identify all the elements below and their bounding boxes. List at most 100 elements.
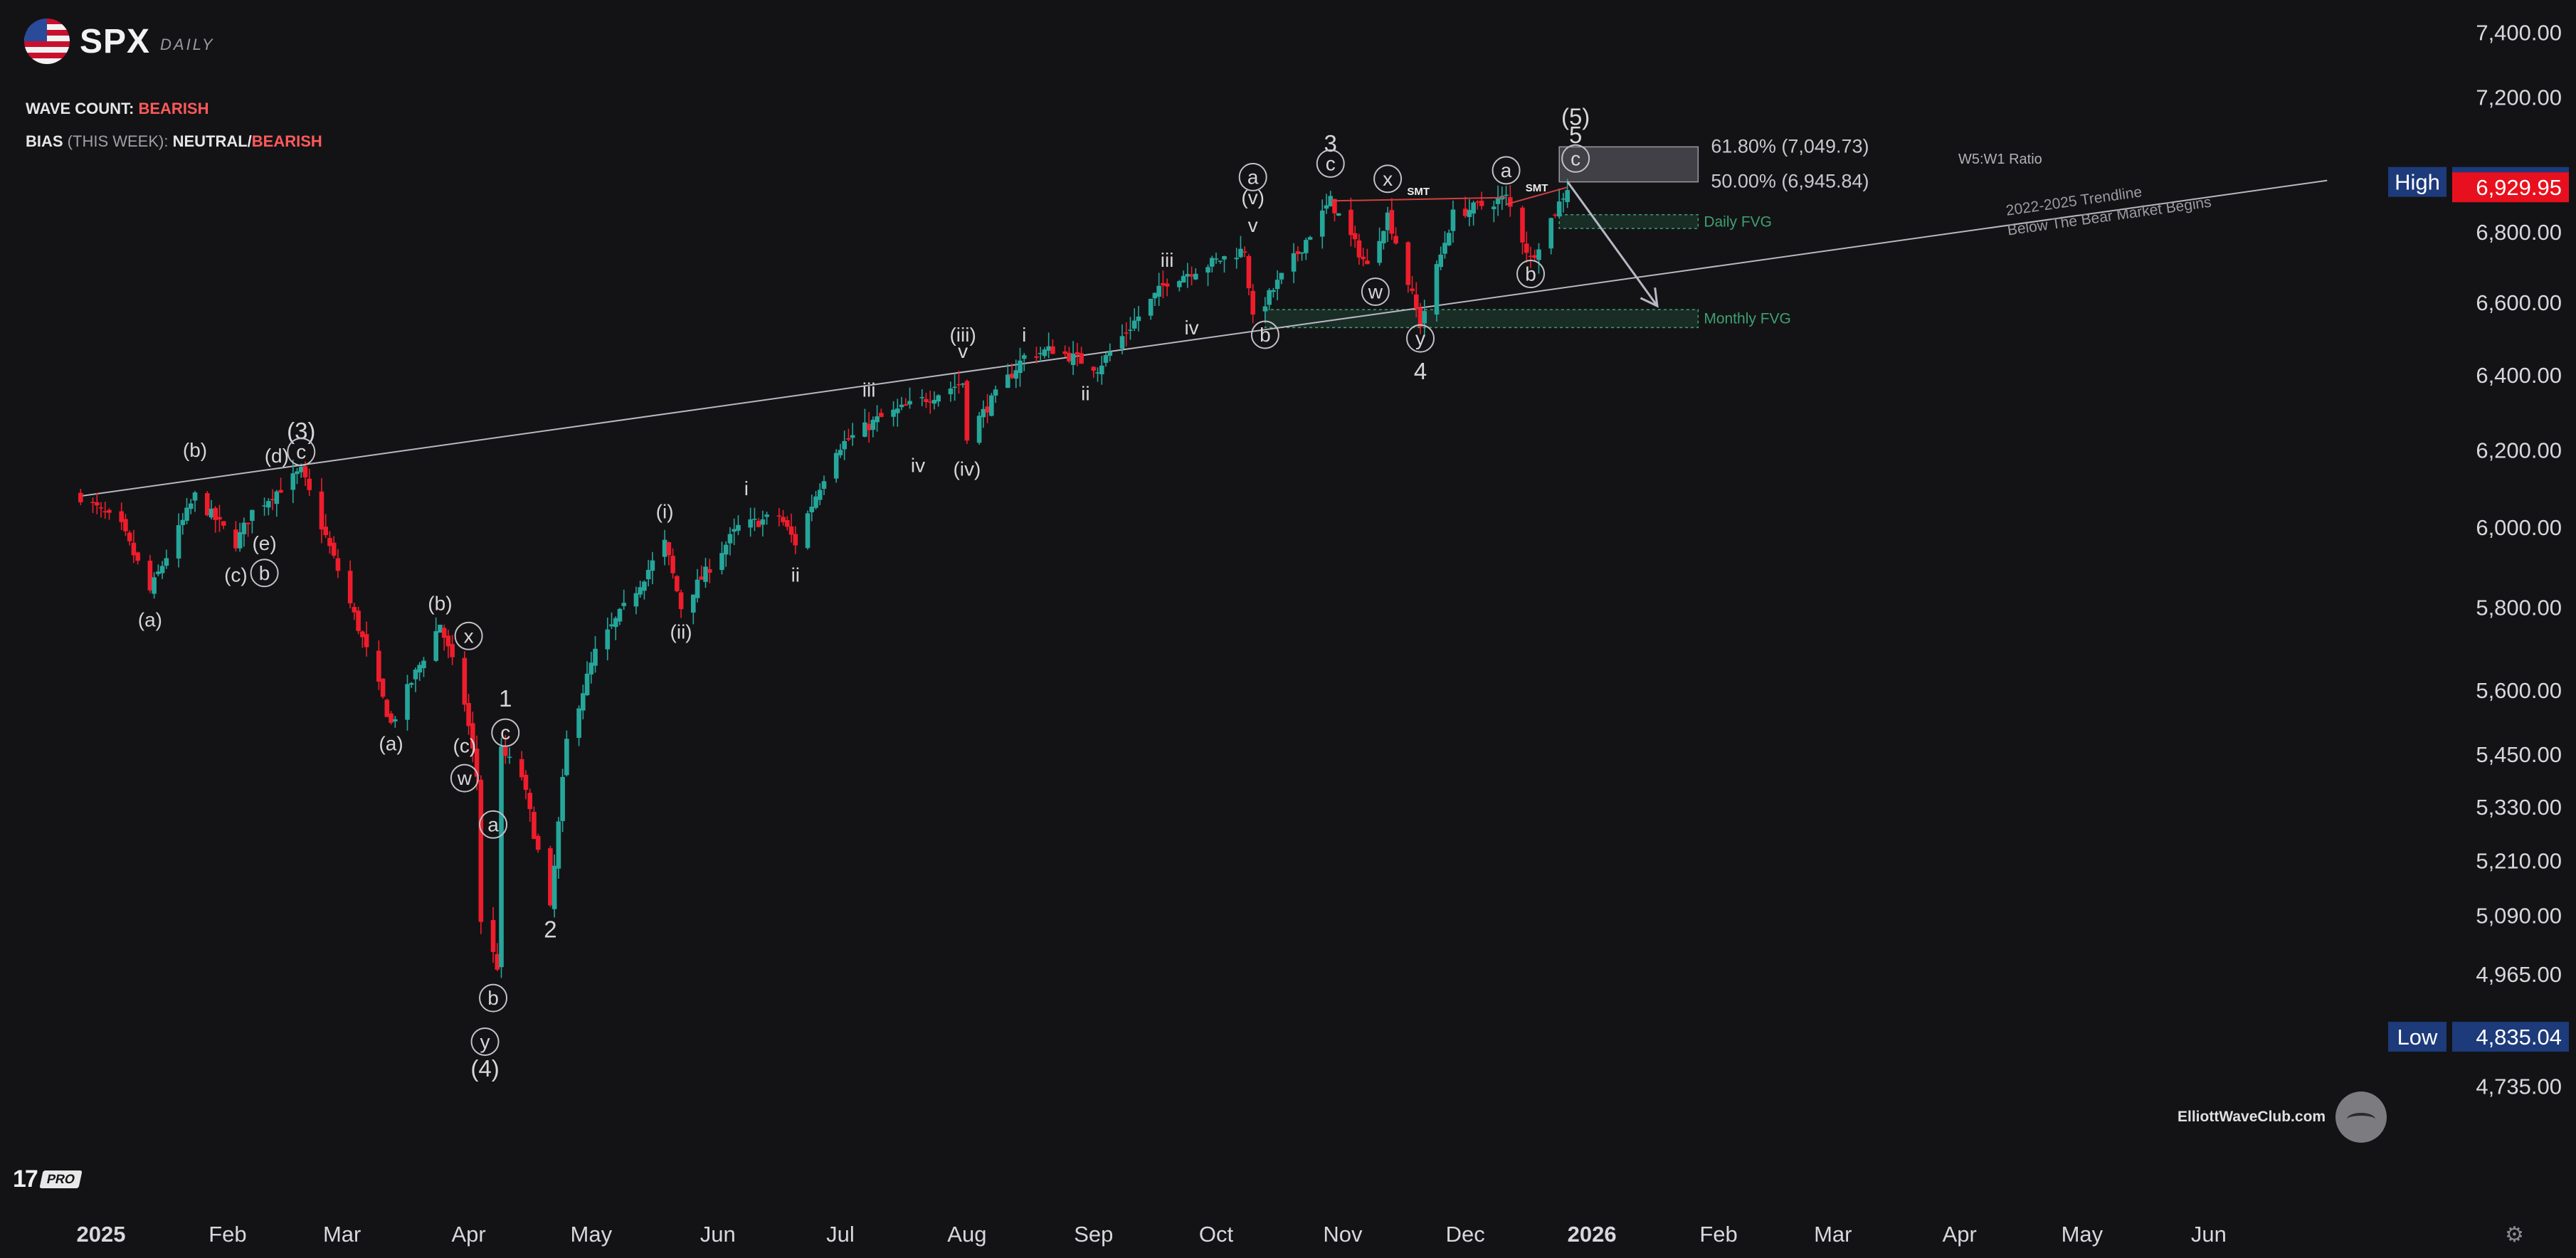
wave-label: (4) [470,1055,499,1082]
candle [1422,300,1427,337]
candle-body [1299,252,1304,254]
wave-label-text: v [958,340,968,362]
wave-label-text: 5 [1569,122,1582,148]
elliottwaveclub-brand: ElliottWaveClub.com [2178,1092,2387,1143]
candle-body [1304,240,1309,253]
candle-body [1532,255,1538,258]
candle-body [605,629,611,650]
candle-body [1271,290,1276,292]
candle-body [1446,233,1452,245]
candle-body [1193,273,1198,280]
candle-body [875,416,880,423]
symbol-header: SPX DAILY [24,18,215,64]
candle [788,513,794,543]
candle-body [1018,360,1023,374]
gear-icon[interactable]: ⚙ [2505,1223,2524,1247]
candle-body [1181,275,1186,283]
candle [650,551,655,584]
candle [1548,217,1553,255]
candle [462,651,468,712]
bias-neutral: NEUTRAL/ [172,132,252,150]
candle [107,508,112,520]
candle-body [556,821,561,869]
candle [1062,345,1067,357]
wave-label: (b) [183,439,207,461]
candle-body [532,812,537,840]
candle-body [1136,316,1141,322]
candle [666,541,672,566]
zone-monthly-fvg [1265,309,1699,329]
wave-label: ii [791,564,800,586]
wave-label: y [470,1027,500,1056]
candle-body [417,665,423,673]
candle [719,541,724,575]
candle [1193,268,1198,280]
candle-body [1262,306,1268,312]
x-axis[interactable]: 2025 Feb Mar Apr May Jun Jul Aug Sep Oct Nov Dec 202… [77,1222,2227,1247]
candle-body [1103,355,1109,363]
candle [1365,248,1370,265]
candle [364,621,369,657]
candle [389,711,394,725]
candle [347,560,353,608]
candle-body [1279,273,1284,280]
wave-label-circle [470,1027,500,1056]
candle-body [192,492,198,501]
candle-body [421,660,426,668]
wave-label: (a) [138,608,162,630]
candle-body [241,522,247,534]
candle [1152,292,1158,307]
candle-body [1099,365,1104,375]
candle-body [1124,332,1129,334]
tradingview-logo[interactable]: 17 PRO [13,1166,83,1193]
candle-body [1267,290,1272,305]
candle [642,580,647,600]
candle-body [1365,260,1370,265]
candle-body [879,413,884,417]
candle-body [1356,240,1362,258]
candle [1324,194,1329,214]
candle-body [1324,205,1329,209]
y-tick-label: 6,800.00 [2476,220,2562,245]
candle-body [1013,370,1019,379]
candle [862,408,867,438]
candle-body [1213,258,1219,260]
annotations-layer: 61.80% (7,049.73) 50.00% (6,945.84) W5:W1 … [1330,135,2042,308]
badge-tag-box [2388,1022,2446,1052]
wave-label-text: (a) [138,608,162,630]
candle-body [699,576,704,580]
candle [1107,343,1113,361]
candle [1471,201,1476,226]
candle [184,497,189,524]
candle-body [584,673,590,696]
candle [891,401,896,427]
candle-body [119,511,124,522]
wave-label: b [1250,320,1279,349]
candle [670,548,675,579]
candle [1262,297,1268,322]
candle [1018,347,1023,387]
candle-body [846,438,851,440]
candle [948,381,954,402]
candle-body [221,521,226,526]
candle [1418,302,1423,334]
wave-label: c [287,438,316,467]
y-tick-label: 5,330.00 [2476,795,2562,820]
candle-body [94,502,100,506]
wave-label: iv [1184,317,1198,339]
candle [441,624,447,651]
candle-body [1381,231,1386,243]
y-axis[interactable]: 7,400.00 7,200.00 6,800.00 6,600.00 6,400.00… [2476,21,2562,1099]
candle-body [1009,374,1015,379]
y-tick-label: 4,965.00 [2476,962,2562,987]
candle-body [217,517,222,520]
wave-label-circle [479,983,508,1013]
candle [1091,366,1097,378]
candle-body [389,713,394,723]
y-tick-label: 6,400.00 [2476,363,2562,388]
x-tick-label: Mar [1814,1222,1852,1247]
wave-label-circle [454,621,483,650]
candle [421,657,426,677]
wave-label-text: (b) [183,439,207,461]
